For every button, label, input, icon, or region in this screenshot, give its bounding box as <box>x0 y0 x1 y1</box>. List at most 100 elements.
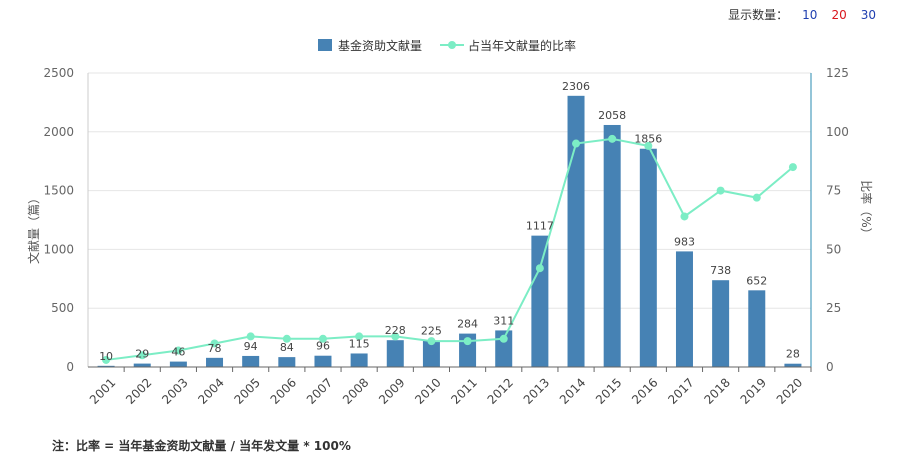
x-tick-label: 2009 <box>376 375 407 406</box>
bar <box>531 235 549 367</box>
bar-value-label: 115 <box>349 337 370 350</box>
y-left-tick-label: 2000 <box>43 125 74 139</box>
x-tick-label: 2003 <box>159 375 190 406</box>
bar <box>422 340 440 367</box>
bar-value-label: 2306 <box>562 80 590 93</box>
bar <box>133 363 151 367</box>
x-tick-label: 2016 <box>629 375 660 406</box>
display-count-option-30[interactable]: 30 <box>860 7 876 22</box>
x-tick-label: 2012 <box>485 375 516 406</box>
y-right-tick-label: 125 <box>826 66 849 80</box>
bar-value-label: 2058 <box>598 109 626 122</box>
bar-value-label: 46 <box>171 346 185 359</box>
bar <box>748 290 766 367</box>
bar-value-label: 96 <box>316 340 330 353</box>
y-left-axis-title: 文献量（篇） <box>26 192 41 264</box>
data-labels: 10 29 46 78 94 84 96 115 228 225 284 311 1117 2306 205… <box>99 80 800 363</box>
bar <box>386 340 404 367</box>
x-tick-label: 2020 <box>774 375 805 406</box>
display-count-option-20[interactable]: 20 <box>831 7 847 22</box>
x-tick-label: 2017 <box>665 375 696 406</box>
display-count-selector: 显示数量： 10 20 30 <box>728 6 876 23</box>
x-tick-label: 2006 <box>268 375 299 406</box>
bar-value-label: 311 <box>493 314 514 327</box>
bar-value-label: 225 <box>421 325 442 338</box>
ratio-point <box>282 334 291 343</box>
bar <box>206 357 224 367</box>
y-right-tick-label: 0 <box>826 360 834 374</box>
y-left-tick-label: 1500 <box>43 184 74 198</box>
legend-line-label: 占当年文献量的比率 <box>468 38 576 53</box>
bar-value-label: 652 <box>746 274 767 287</box>
y-left-tick-label: 0 <box>66 360 74 374</box>
x-tick-label: 2008 <box>340 375 371 406</box>
legend-bar-label: 基金资助文献量 <box>338 38 422 53</box>
bar <box>169 361 187 367</box>
ratio-point <box>355 332 364 341</box>
x-tick-label: 2011 <box>448 375 479 406</box>
x-tick-label: 2019 <box>738 375 769 406</box>
ratio-point <box>318 334 327 343</box>
bar <box>350 353 368 367</box>
ratio-point <box>716 186 725 195</box>
x-tick-label: 2004 <box>195 375 226 406</box>
bar <box>567 95 585 368</box>
bar <box>242 355 260 367</box>
ratio-point <box>535 264 544 273</box>
legend[interactable]: 基金资助文献量 占当年文献量的比率 <box>318 38 576 53</box>
ratio-point <box>644 141 653 150</box>
x-tick-label: 2010 <box>412 375 443 406</box>
bar <box>278 357 296 367</box>
x-tick-label: 2005 <box>232 375 263 406</box>
bar-value-label: 284 <box>457 318 478 331</box>
legend-bar-swatch <box>318 39 332 51</box>
axes: 0 500 1000 1500 2000 2500 0 25 50 75 100 125 文献量（篇） 比… <box>26 66 874 407</box>
ratio-point <box>427 337 436 346</box>
bar-value-label: 29 <box>135 348 149 361</box>
ratio-point <box>499 334 508 343</box>
ratio-point <box>572 139 581 148</box>
y-right-tick-label: 25 <box>826 301 841 315</box>
bar-value-label: 84 <box>280 341 294 354</box>
x-tick-label: 2013 <box>521 375 552 406</box>
ratio-line <box>105 137 794 361</box>
footnote: 注：比率 = 当年基金资助文献量 / 当年发文量 * 100% <box>52 439 351 453</box>
x-tick-label: 2014 <box>557 375 588 406</box>
bar-value-label: 28 <box>786 348 800 361</box>
line-series <box>102 134 797 364</box>
ratio-point <box>391 332 400 341</box>
bar-value-label: 1856 <box>634 133 662 146</box>
ratio-point <box>102 355 111 364</box>
x-tick-label: 2018 <box>701 375 732 406</box>
y-left-tick-label: 2500 <box>43 66 74 80</box>
legend-line-marker <box>448 41 456 49</box>
bar-value-label: 10 <box>99 350 113 363</box>
bar-value-label: 78 <box>208 342 222 355</box>
bar-value-label: 738 <box>710 264 731 277</box>
bar <box>603 124 621 367</box>
display-count-option-10[interactable]: 10 <box>802 7 818 22</box>
bar-value-label: 94 <box>244 340 258 353</box>
ratio-point <box>680 212 689 221</box>
ratio-point <box>788 163 797 172</box>
bar <box>639 148 657 367</box>
bar-value-label: 983 <box>674 235 695 248</box>
bar <box>97 365 115 367</box>
y-left-tick-label: 1000 <box>43 242 74 256</box>
ratio-point <box>752 193 761 202</box>
display-count-label: 显示数量： <box>728 8 789 22</box>
x-tick-label: 2015 <box>593 375 624 406</box>
bar <box>784 363 802 367</box>
ratio-point <box>138 351 147 360</box>
ratio-point <box>174 346 183 355</box>
bar-value-label: 228 <box>385 324 406 337</box>
x-tick-label: 2007 <box>304 375 335 406</box>
ratio-point <box>608 134 617 143</box>
y-right-axis-title: 比率（%） <box>859 180 874 239</box>
grid-lines <box>88 72 811 309</box>
ratio-point <box>210 339 219 348</box>
y-left-tick-label: 500 <box>51 301 74 315</box>
bar-value-label: 1117 <box>526 220 554 233</box>
bar <box>712 280 730 367</box>
